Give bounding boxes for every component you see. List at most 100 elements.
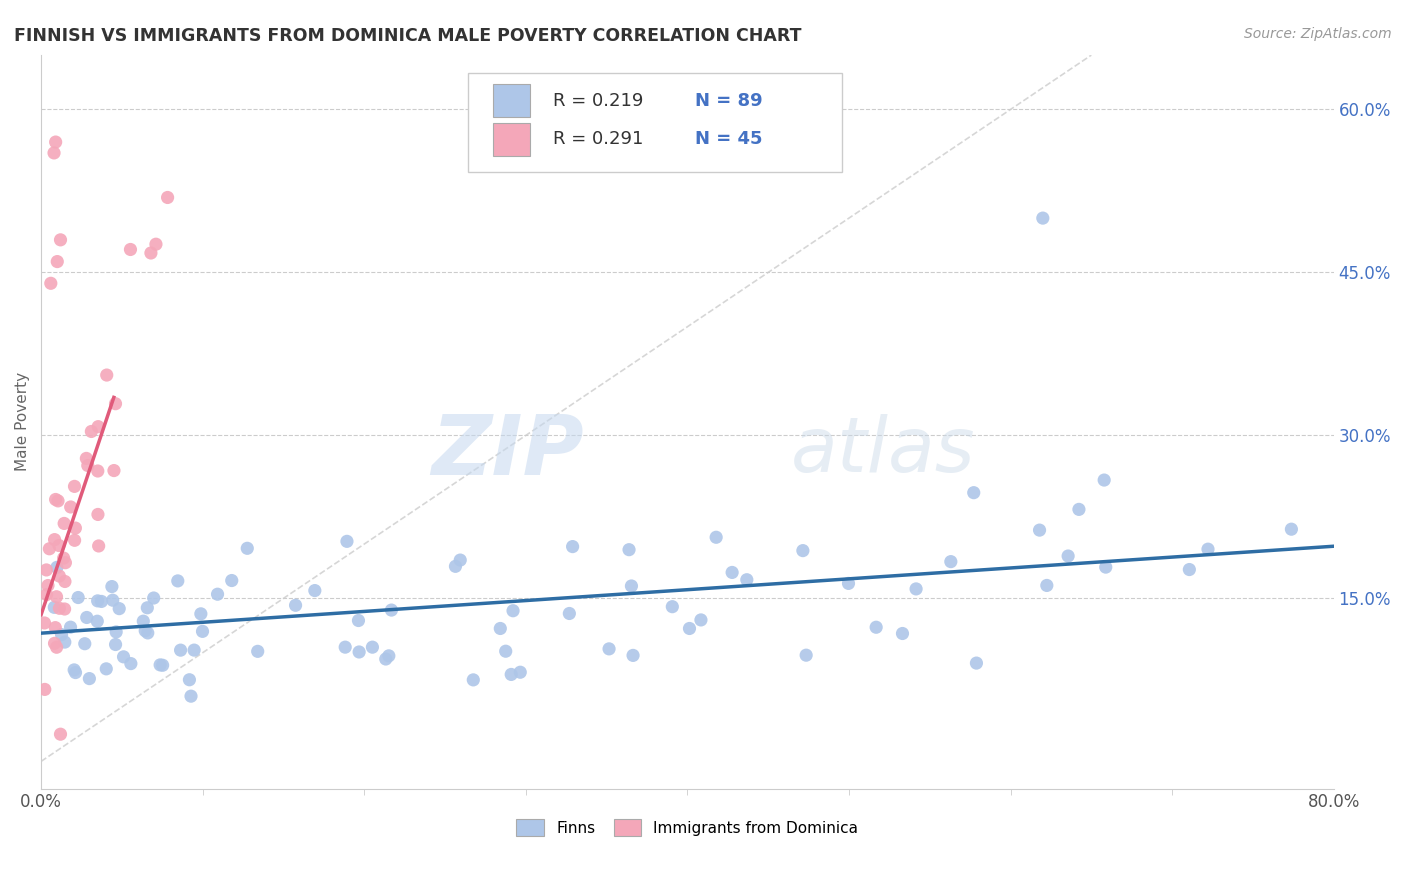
Point <box>792 543 814 558</box>
Point <box>86 614 108 628</box>
Point <box>501 667 523 681</box>
Point <box>87 464 110 478</box>
Point <box>561 540 583 554</box>
Point <box>46 560 69 574</box>
Point <box>134 624 156 638</box>
Point <box>51 627 73 641</box>
Point <box>690 613 713 627</box>
Point <box>39 277 62 291</box>
Point <box>939 555 962 569</box>
Y-axis label: Male Poverty: Male Poverty <box>15 372 30 471</box>
Point <box>34 682 56 697</box>
Point <box>35 563 58 577</box>
Point <box>865 620 887 634</box>
Point <box>79 672 101 686</box>
Text: FINNISH VS IMMIGRANTS FROM DOMINICA MALE POVERTY CORRELATION CHART: FINNISH VS IMMIGRANTS FROM DOMINICA MALE… <box>14 27 801 45</box>
Legend: Finns, Immigrants from Dominica: Finns, Immigrants from Dominica <box>516 819 858 836</box>
Text: atlas: atlas <box>790 414 976 488</box>
Text: ZIP: ZIP <box>432 410 583 491</box>
Point <box>76 458 98 473</box>
Point <box>502 604 524 618</box>
Point <box>617 542 640 557</box>
Point <box>136 600 159 615</box>
Text: N = 45: N = 45 <box>695 130 762 148</box>
Point <box>190 607 212 621</box>
Point <box>149 657 172 672</box>
Point <box>380 603 402 617</box>
Point <box>59 620 82 634</box>
Point <box>53 574 76 589</box>
Point <box>336 534 359 549</box>
Point <box>963 485 986 500</box>
Point <box>1057 549 1080 563</box>
Point <box>207 587 229 601</box>
Point <box>378 648 401 663</box>
Point <box>120 657 142 671</box>
Point <box>661 599 683 614</box>
Point <box>156 190 179 204</box>
Point <box>42 145 65 160</box>
Point <box>704 530 727 544</box>
Text: Source: ZipAtlas.com: Source: ZipAtlas.com <box>1244 27 1392 41</box>
Point <box>347 645 370 659</box>
Point <box>179 673 201 687</box>
Point <box>794 648 817 663</box>
Point <box>44 533 66 547</box>
Point <box>152 658 174 673</box>
Point <box>112 649 135 664</box>
Point <box>96 368 118 382</box>
Point <box>53 516 76 531</box>
Point <box>246 644 269 658</box>
Point <box>449 553 471 567</box>
Point <box>444 559 467 574</box>
Text: R = 0.219: R = 0.219 <box>553 92 644 110</box>
Point <box>495 644 517 658</box>
Point <box>44 636 66 650</box>
Point <box>53 635 76 649</box>
Point <box>87 419 110 434</box>
Point <box>558 607 581 621</box>
Point <box>90 594 112 608</box>
Point <box>837 576 859 591</box>
Point <box>1067 502 1090 516</box>
Text: R = 0.291: R = 0.291 <box>553 130 644 148</box>
Point <box>101 580 124 594</box>
Point <box>46 494 69 508</box>
Point <box>103 464 125 478</box>
Point <box>45 640 67 655</box>
Point <box>48 569 70 583</box>
Point <box>63 663 86 677</box>
Point <box>37 578 59 592</box>
Point <box>48 601 70 615</box>
Point <box>361 640 384 655</box>
Point <box>621 648 644 663</box>
Point <box>35 588 58 602</box>
Point <box>108 601 131 615</box>
Point <box>620 579 643 593</box>
Point <box>105 624 128 639</box>
Point <box>347 614 370 628</box>
Point <box>104 397 127 411</box>
Point <box>52 551 75 566</box>
Point <box>65 521 87 535</box>
Point <box>145 237 167 252</box>
Point <box>38 541 60 556</box>
Point <box>104 638 127 652</box>
FancyBboxPatch shape <box>494 122 530 155</box>
Point <box>1092 473 1115 487</box>
Point <box>80 425 103 439</box>
Point <box>335 640 357 655</box>
FancyBboxPatch shape <box>468 73 842 172</box>
Point <box>87 539 110 553</box>
Point <box>509 665 531 680</box>
Point <box>120 243 142 257</box>
Point <box>86 594 108 608</box>
Point <box>45 135 67 149</box>
Point <box>304 583 326 598</box>
Point <box>142 591 165 605</box>
Point <box>1036 578 1059 592</box>
Point <box>49 233 72 247</box>
Point <box>132 614 155 628</box>
Point <box>735 573 758 587</box>
Point <box>87 508 110 522</box>
